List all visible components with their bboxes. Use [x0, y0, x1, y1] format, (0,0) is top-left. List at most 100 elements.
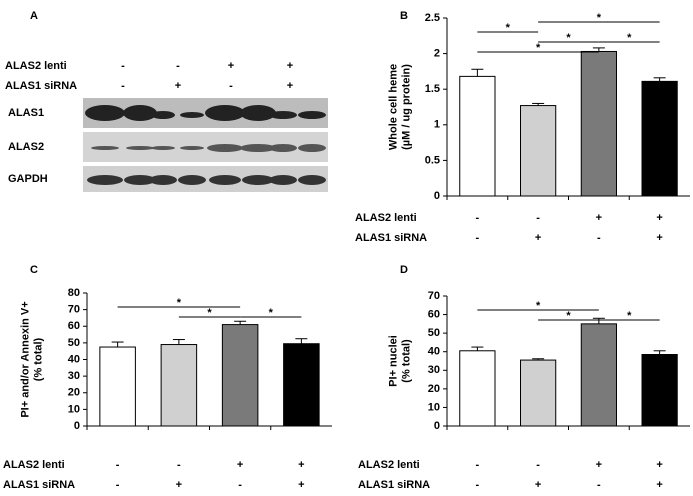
condition-sign: +	[298, 479, 304, 491]
blot-row-label: ALAS1	[8, 107, 44, 119]
bar	[283, 343, 320, 427]
y-tick-label: 30	[68, 370, 80, 382]
significance-label: *	[566, 310, 571, 322]
significance-label: *	[207, 307, 212, 319]
condition-sign: +	[656, 232, 662, 244]
y-tick-label: 10	[428, 401, 440, 413]
y-tick-label: 0	[74, 420, 80, 432]
y-tick-label: 0	[434, 190, 440, 202]
condition-sign: -	[476, 479, 480, 491]
condition-sign: -	[229, 80, 233, 92]
condition-name: ALAS2 lenti	[355, 212, 417, 224]
condition-sign: +	[656, 459, 662, 471]
panel-label: D	[400, 264, 408, 276]
significance-label: *	[269, 307, 274, 319]
significance-label: *	[536, 300, 541, 312]
condition-sign: -	[476, 459, 480, 471]
condition-sign: -	[116, 479, 120, 491]
y-axis-label: (µM / ug protein)	[400, 64, 412, 150]
condition-sign: +	[596, 459, 602, 471]
condition-sign: -	[476, 232, 480, 244]
y-axis-label: Whole cell heme	[387, 64, 399, 150]
bar	[641, 354, 678, 427]
y-tick-label: 50	[68, 337, 80, 349]
y-tick-label: 1	[434, 119, 440, 131]
y-tick-label: 60	[428, 308, 440, 320]
y-tick-label: 0.5	[425, 154, 440, 166]
y-axis-label: (% total)	[400, 339, 412, 383]
condition-sign: -	[176, 60, 180, 72]
y-axis-label: (% total)	[32, 337, 44, 381]
significance-label: *	[566, 32, 571, 44]
bar	[520, 105, 557, 197]
condition-sign: +	[287, 80, 293, 92]
y-tick-label: 40	[68, 353, 80, 365]
blot-row-label: ALAS2	[8, 141, 44, 153]
condition-sign: +	[287, 60, 293, 72]
condition-name: ALAS1 siRNA	[358, 479, 430, 491]
condition-sign: -	[597, 479, 601, 491]
blot-images	[83, 98, 328, 192]
condition-sign: +	[656, 479, 662, 491]
condition-sign: -	[597, 232, 601, 244]
condition-name: ALAS2 lenti	[3, 459, 65, 471]
condition-name: ALAS1 siRNA	[5, 80, 77, 92]
panel-label: A	[30, 10, 38, 22]
condition-sign: -	[116, 459, 120, 471]
condition-sign: +	[596, 212, 602, 224]
y-tick-label: 60	[68, 320, 80, 332]
condition-sign: +	[298, 459, 304, 471]
y-tick-label: 30	[428, 364, 440, 376]
condition-sign: -	[121, 80, 125, 92]
significance-label: *	[597, 12, 602, 24]
bar	[580, 323, 617, 427]
y-tick-label: 40	[428, 346, 440, 358]
panel-label: C	[30, 264, 38, 276]
condition-sign: -	[476, 212, 480, 224]
bar	[160, 344, 198, 427]
y-axis-label: PI+ nuclei	[387, 335, 399, 387]
bar	[99, 346, 136, 427]
y-tick-label: 1.5	[425, 83, 440, 95]
bar	[580, 50, 617, 197]
condition-name: ALAS1 siRNA	[355, 232, 427, 244]
y-tick-label: 70	[68, 304, 80, 316]
condition-sign: -	[536, 459, 540, 471]
condition-sign: -	[238, 479, 242, 491]
bar	[520, 359, 557, 427]
bar	[459, 75, 496, 197]
bar	[221, 324, 259, 427]
condition-sign: -	[536, 212, 540, 224]
condition-sign: +	[237, 459, 243, 471]
significance-label: *	[627, 310, 632, 322]
significance-label: *	[506, 22, 511, 34]
condition-sign: -	[121, 60, 125, 72]
condition-name: ALAS2 lenti	[358, 459, 420, 471]
y-tick-label: 20	[428, 383, 440, 395]
condition-sign: +	[535, 232, 541, 244]
y-tick-label: 20	[68, 387, 80, 399]
y-tick-label: 0	[434, 420, 440, 432]
y-tick-label: 80	[68, 287, 80, 299]
condition-sign: +	[656, 212, 662, 224]
y-tick-label: 2.5	[425, 12, 440, 24]
y-tick-label: 10	[68, 403, 80, 415]
bar	[641, 80, 678, 197]
condition-name: ALAS2 lenti	[5, 60, 67, 72]
condition-sign: +	[535, 479, 541, 491]
condition-sign: +	[175, 80, 181, 92]
y-tick-label: 2	[434, 48, 440, 60]
condition-sign: +	[176, 479, 182, 491]
significance-label: *	[177, 297, 182, 309]
y-axis-label: PI+ and/or Annexin V+	[19, 301, 31, 417]
blot-row-label: GAPDH	[8, 173, 48, 185]
significance-label: *	[536, 42, 541, 54]
panel-label: B	[400, 10, 408, 22]
y-tick-label: 50	[428, 327, 440, 339]
bar	[459, 350, 496, 427]
condition-name: ALAS1 siRNA	[3, 479, 75, 491]
condition-sign: -	[177, 459, 181, 471]
condition-sign: +	[228, 60, 234, 72]
y-tick-label: 70	[428, 290, 440, 302]
